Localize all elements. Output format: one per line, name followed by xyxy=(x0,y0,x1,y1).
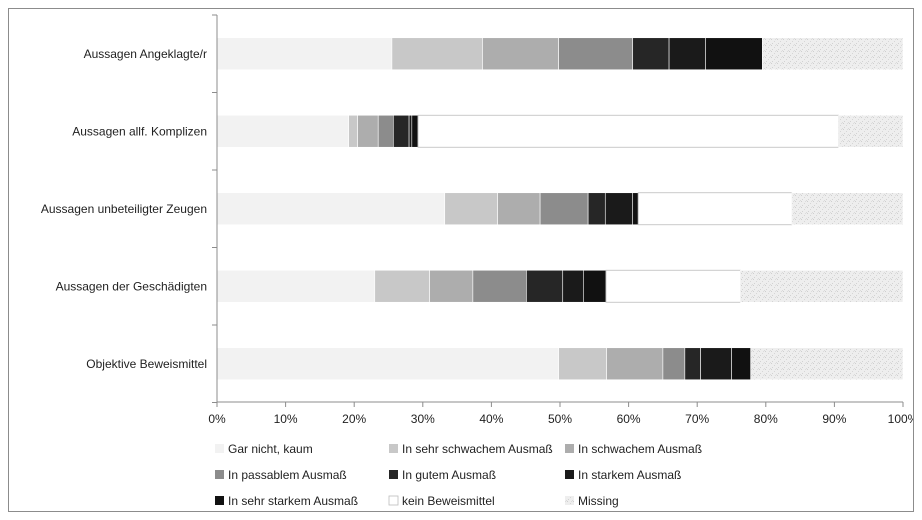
bar-segment-missing xyxy=(838,114,904,148)
bar-segment-kein-beweismittel xyxy=(605,269,741,303)
bar-segment-missing xyxy=(740,269,904,303)
legend-label: In schwachem Ausmaß xyxy=(578,442,702,456)
bar-segment-in-starkem-ausmaß xyxy=(604,192,634,226)
x-tick-label: 50% xyxy=(548,412,572,426)
x-tick-label: 30% xyxy=(411,412,435,426)
legend-label: In passablem Ausmaß xyxy=(228,468,347,482)
legend-item-kein-beweismittel: kein Beweismittel xyxy=(388,494,495,508)
bar-segment-in-gutem-ausmaß xyxy=(526,269,564,303)
legend-item-in-sehr-schwachem-ausmaß: In sehr schwachem Ausmaß xyxy=(389,442,553,456)
legend-label: Missing xyxy=(578,494,619,508)
category-label: Aussagen unbeteiligter Zeugen xyxy=(41,202,207,216)
bar-segment-in-starkem-ausmaß xyxy=(562,269,584,303)
y-axis: Aussagen Angeklagte/r Aussagen allf. Komp… xyxy=(41,14,218,403)
x-tick-label: 10% xyxy=(274,412,298,426)
category-label: Objektive Beweismittel xyxy=(86,357,207,371)
bar-segment-in-passablem-ausmaß xyxy=(662,347,686,381)
category-label: Aussagen allf. Komplizen xyxy=(72,124,207,138)
bar-segment-in-sehr-schwachem-ausmaß xyxy=(558,347,607,381)
stacked-bar-chart: 0% 10% 20% 30% 40% 50% 60% 70% 80% 90% 100% Aussag… xyxy=(41,14,919,508)
bar-segment-kein-beweismittel xyxy=(417,114,839,148)
x-tick-label: 100% xyxy=(888,412,913,426)
bar-segment-in-schwachem-ausmaß xyxy=(482,37,559,71)
bar-segment-in-sehr-starkem-ausmaß xyxy=(705,37,763,71)
bar-segment-in-starkem-ausmaß xyxy=(408,114,413,148)
chart-frame: 0% 10% 20% 30% 40% 50% 60% 70% 80% 90% 100% Aussag… xyxy=(8,8,919,512)
bar-segment-in-passablem-ausmaß xyxy=(558,37,634,71)
bar-segment-in-sehr-schwachem-ausmaß xyxy=(374,269,430,303)
legend-swatch xyxy=(389,444,398,453)
legend-item-gar-nicht-kaum: Gar nicht, kaum xyxy=(215,442,313,456)
legend-label: In starkem Ausmaß xyxy=(578,468,681,482)
bar-segment-kein-beweismittel xyxy=(637,192,793,226)
bar-segment-in-passablem-ausmaß xyxy=(377,114,394,148)
x-tick-label: 70% xyxy=(685,412,709,426)
bar-segment-in-sehr-starkem-ausmaß xyxy=(411,114,419,148)
bar-segment-in-sehr-schwachem-ausmaß xyxy=(444,192,498,226)
bar-segment-in-gutem-ausmaß xyxy=(684,347,701,381)
bar-segment-in-gutem-ausmaß xyxy=(632,37,670,71)
bar-segment-in-starkem-ausmaß xyxy=(700,347,732,381)
legend-item-in-gutem-ausmaß: In gutem Ausmaß xyxy=(389,468,496,482)
legend-swatch xyxy=(215,496,224,505)
plot-area xyxy=(216,37,904,381)
bar-segment-in-schwachem-ausmaß xyxy=(357,114,379,148)
legend-label: In gutem Ausmaß xyxy=(402,468,496,482)
legend-swatch xyxy=(565,496,574,505)
bar-segment-in-sehr-starkem-ausmaß xyxy=(583,269,607,303)
bar-segment-in-sehr-schwachem-ausmaß xyxy=(391,37,483,71)
legend-label: kein Beweismittel xyxy=(402,494,495,508)
bar-segment-in-sehr-starkem-ausmaß xyxy=(731,347,752,381)
legend-swatch xyxy=(388,495,399,506)
x-tick-label: 90% xyxy=(822,412,846,426)
bar-segment-in-starkem-ausmaß xyxy=(668,37,706,71)
legend-label: In sehr starkem Ausmaß xyxy=(228,494,358,508)
bar-segment-in-passablem-ausmaß xyxy=(472,269,527,303)
bar-segment-gar-nicht-kaum xyxy=(216,192,446,226)
legend-swatch xyxy=(215,444,224,453)
legend: Gar nicht, kaum In sehr schwachem Ausmaß I… xyxy=(215,442,702,508)
bar-segment-missing xyxy=(750,347,904,381)
bar-segment-missing xyxy=(791,192,904,226)
bar-segment-in-schwachem-ausmaß xyxy=(606,347,664,381)
legend-item-in-passablem-ausmaß: In passablem Ausmaß xyxy=(215,468,347,482)
bar-segment-in-sehr-starkem-ausmaß xyxy=(632,192,639,226)
bar-segment-in-passablem-ausmaß xyxy=(539,192,589,226)
bar-segment-gar-nicht-kaum xyxy=(216,269,376,303)
legend-label: In sehr schwachem Ausmaß xyxy=(402,442,553,456)
bar-segment-in-sehr-schwachem-ausmaß xyxy=(348,114,358,148)
legend-item-missing: Missing xyxy=(565,494,619,508)
bar-segment-in-schwachem-ausmaß xyxy=(497,192,541,226)
legend-swatch xyxy=(215,470,224,479)
bar-segment-gar-nicht-kaum xyxy=(216,37,393,71)
x-tick-label: 20% xyxy=(342,412,366,426)
x-tick-label: 60% xyxy=(617,412,641,426)
bar-segment-in-schwachem-ausmaß xyxy=(429,269,474,303)
bar-segment-missing xyxy=(762,37,904,71)
x-tick-label: 80% xyxy=(754,412,778,426)
bar-segment-gar-nicht-kaum xyxy=(216,114,350,148)
x-tick-label: 0% xyxy=(208,412,226,426)
legend-swatch xyxy=(389,470,398,479)
legend-swatch xyxy=(565,444,574,453)
bar-segment-gar-nicht-kaum xyxy=(216,347,559,381)
bar-segment-in-gutem-ausmaß xyxy=(587,192,606,226)
legend-item-in-sehr-starkem-ausmaß: In sehr starkem Ausmaß xyxy=(215,494,358,508)
x-axis: 0% 10% 20% 30% 40% 50% 60% 70% 80% 90% 100% xyxy=(208,401,919,426)
legend-item-in-starkem-ausmaß: In starkem Ausmaß xyxy=(565,468,681,482)
category-label: Aussagen der Geschädigten xyxy=(56,279,207,293)
category-label: Aussagen Angeklagte/r xyxy=(84,47,207,61)
bar-segment-in-gutem-ausmaß xyxy=(393,114,410,148)
legend-item-in-schwachem-ausmaß: In schwachem Ausmaß xyxy=(565,442,702,456)
x-tick-label: 40% xyxy=(479,412,503,426)
legend-label: Gar nicht, kaum xyxy=(228,442,313,456)
legend-swatch xyxy=(565,470,574,479)
